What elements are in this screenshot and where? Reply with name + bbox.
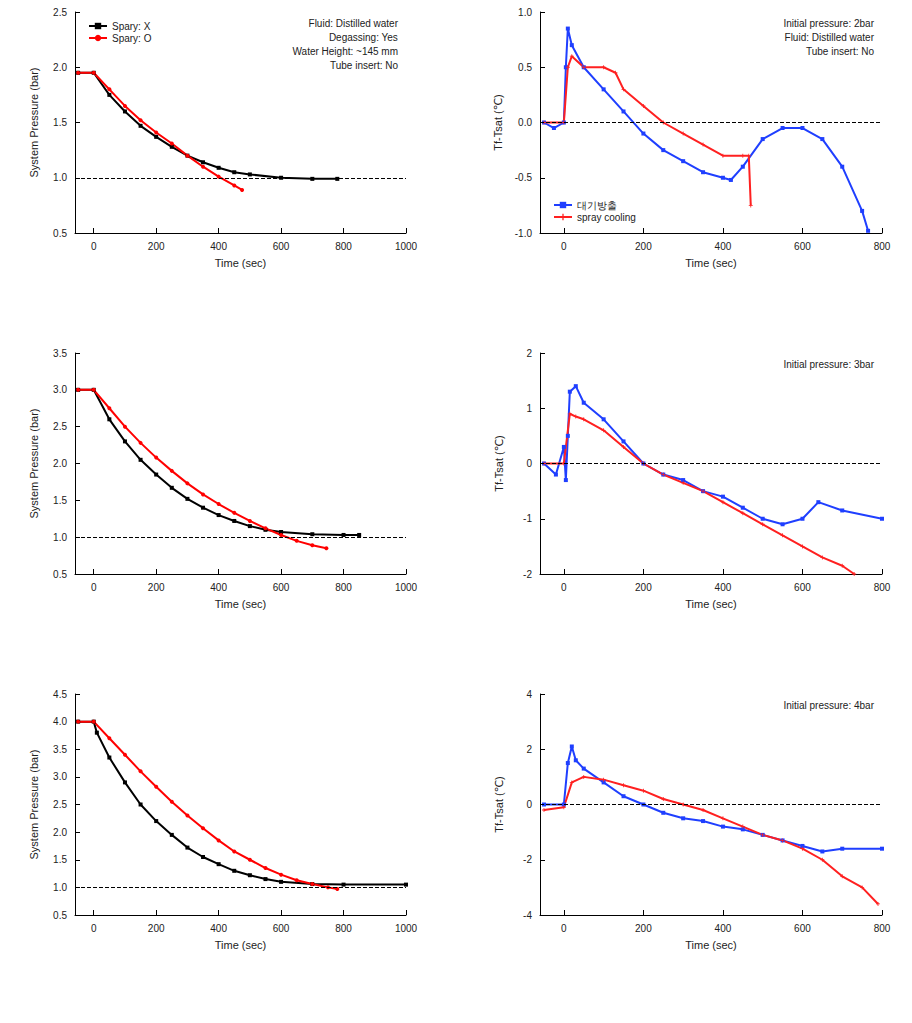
svg-text:200: 200 <box>635 241 652 252</box>
svg-text:1000: 1000 <box>395 923 418 934</box>
svg-text:Spary: X: Spary: X <box>112 21 151 32</box>
svg-text:4.0: 4.0 <box>53 716 67 727</box>
svg-text:600: 600 <box>273 582 290 593</box>
svg-text:1.5: 1.5 <box>53 854 67 865</box>
svg-text:4: 4 <box>526 689 532 700</box>
svg-text:1.5: 1.5 <box>53 495 67 506</box>
svg-text:-1: -1 <box>523 513 532 524</box>
svg-text:2.5: 2.5 <box>53 7 67 18</box>
svg-text:0.5: 0.5 <box>518 62 532 73</box>
svg-text:400: 400 <box>210 582 227 593</box>
svg-text:600: 600 <box>273 923 290 934</box>
svg-text:Tube insert: No: Tube insert: No <box>806 46 874 57</box>
svg-text:600: 600 <box>273 241 290 252</box>
svg-text:System Pressure (bar): System Pressure (bar) <box>28 749 40 859</box>
svg-text:800: 800 <box>874 241 891 252</box>
svg-text:0: 0 <box>561 582 567 593</box>
svg-text:400: 400 <box>210 923 227 934</box>
svg-text:1.0: 1.0 <box>53 882 67 893</box>
svg-text:800: 800 <box>335 241 352 252</box>
svg-text:Fluid: Distilled water: Fluid: Distilled water <box>309 18 399 29</box>
svg-text:Time (sec): Time (sec) <box>685 939 737 951</box>
svg-text:Degassing: Yes: Degassing: Yes <box>329 32 398 43</box>
svg-text:2.0: 2.0 <box>53 458 67 469</box>
svg-text:3.5: 3.5 <box>53 348 67 359</box>
svg-text:1.0: 1.0 <box>518 7 532 18</box>
svg-text:800: 800 <box>335 582 352 593</box>
svg-text:System Pressure (bar): System Pressure (bar) <box>28 408 40 518</box>
svg-text:800: 800 <box>874 923 891 934</box>
svg-text:400: 400 <box>715 241 732 252</box>
svg-text:Time (sec): Time (sec) <box>215 257 267 269</box>
svg-text:0: 0 <box>561 923 567 934</box>
svg-text:1: 1 <box>526 403 532 414</box>
svg-text:Time (sec): Time (sec) <box>685 598 737 610</box>
svg-text:1000: 1000 <box>395 582 418 593</box>
svg-text:400: 400 <box>715 582 732 593</box>
svg-text:0: 0 <box>561 241 567 252</box>
svg-text:-0.5: -0.5 <box>515 172 533 183</box>
svg-text:200: 200 <box>635 582 652 593</box>
svg-text:Initial pressure: 2bar: Initial pressure: 2bar <box>783 18 874 29</box>
svg-text:0: 0 <box>91 582 97 593</box>
svg-text:200: 200 <box>148 582 165 593</box>
svg-text:3.0: 3.0 <box>53 771 67 782</box>
svg-text:0: 0 <box>526 458 532 469</box>
svg-text:800: 800 <box>335 923 352 934</box>
svg-text:0: 0 <box>91 241 97 252</box>
svg-text:Tf-Tsat (℃): Tf-Tsat (℃) <box>493 435 505 491</box>
svg-text:0: 0 <box>526 799 532 810</box>
svg-text:Initial pressure: 3bar: Initial pressure: 3bar <box>783 359 874 370</box>
svg-text:Tf-Tsat (℃): Tf-Tsat (℃) <box>493 776 505 832</box>
svg-text:Time (sec): Time (sec) <box>215 939 267 951</box>
svg-text:Water Height: ~145 mm: Water Height: ~145 mm <box>292 46 398 57</box>
svg-text:800: 800 <box>874 582 891 593</box>
svg-text:200: 200 <box>148 923 165 934</box>
svg-text:200: 200 <box>635 923 652 934</box>
svg-text:Tube insert: No: Tube insert: No <box>330 60 398 71</box>
svg-text:대기방출: 대기방출 <box>577 200 617 211</box>
svg-text:1.5: 1.5 <box>53 117 67 128</box>
svg-text:600: 600 <box>794 582 811 593</box>
svg-text:-1.0: -1.0 <box>515 228 533 239</box>
svg-text:Time (sec): Time (sec) <box>215 598 267 610</box>
svg-text:2.0: 2.0 <box>53 62 67 73</box>
svg-text:400: 400 <box>210 241 227 252</box>
svg-text:600: 600 <box>794 923 811 934</box>
svg-text:0.5: 0.5 <box>53 569 67 580</box>
svg-text:1000: 1000 <box>395 241 418 252</box>
svg-text:2.5: 2.5 <box>53 799 67 810</box>
svg-text:1.0: 1.0 <box>53 532 67 543</box>
svg-text:-2: -2 <box>523 854 532 865</box>
svg-text:-2: -2 <box>523 569 532 580</box>
svg-text:0.0: 0.0 <box>518 117 532 128</box>
svg-text:400: 400 <box>715 923 732 934</box>
svg-text:Fluid: Distilled water: Fluid: Distilled water <box>785 32 875 43</box>
svg-text:1.0: 1.0 <box>53 172 67 183</box>
svg-text:-4: -4 <box>523 910 532 921</box>
svg-text:4.5: 4.5 <box>53 689 67 700</box>
svg-text:spray cooling: spray cooling <box>577 212 636 223</box>
svg-text:600: 600 <box>794 241 811 252</box>
svg-text:3.5: 3.5 <box>53 744 67 755</box>
svg-text:2.5: 2.5 <box>53 421 67 432</box>
svg-text:Initial pressure: 4bar: Initial pressure: 4bar <box>783 700 874 711</box>
svg-text:Spary: O: Spary: O <box>112 33 152 44</box>
svg-text:0: 0 <box>91 923 97 934</box>
svg-text:System Pressure (bar): System Pressure (bar) <box>28 67 40 177</box>
svg-text:Time (sec): Time (sec) <box>685 257 737 269</box>
svg-text:0.5: 0.5 <box>53 228 67 239</box>
svg-text:3.0: 3.0 <box>53 384 67 395</box>
svg-text:200: 200 <box>148 241 165 252</box>
svg-text:2: 2 <box>526 348 532 359</box>
svg-text:2: 2 <box>526 744 532 755</box>
svg-text:Tf-Tsat (℃): Tf-Tsat (℃) <box>492 94 504 150</box>
svg-text:2.0: 2.0 <box>53 827 67 838</box>
svg-text:0.5: 0.5 <box>53 910 67 921</box>
